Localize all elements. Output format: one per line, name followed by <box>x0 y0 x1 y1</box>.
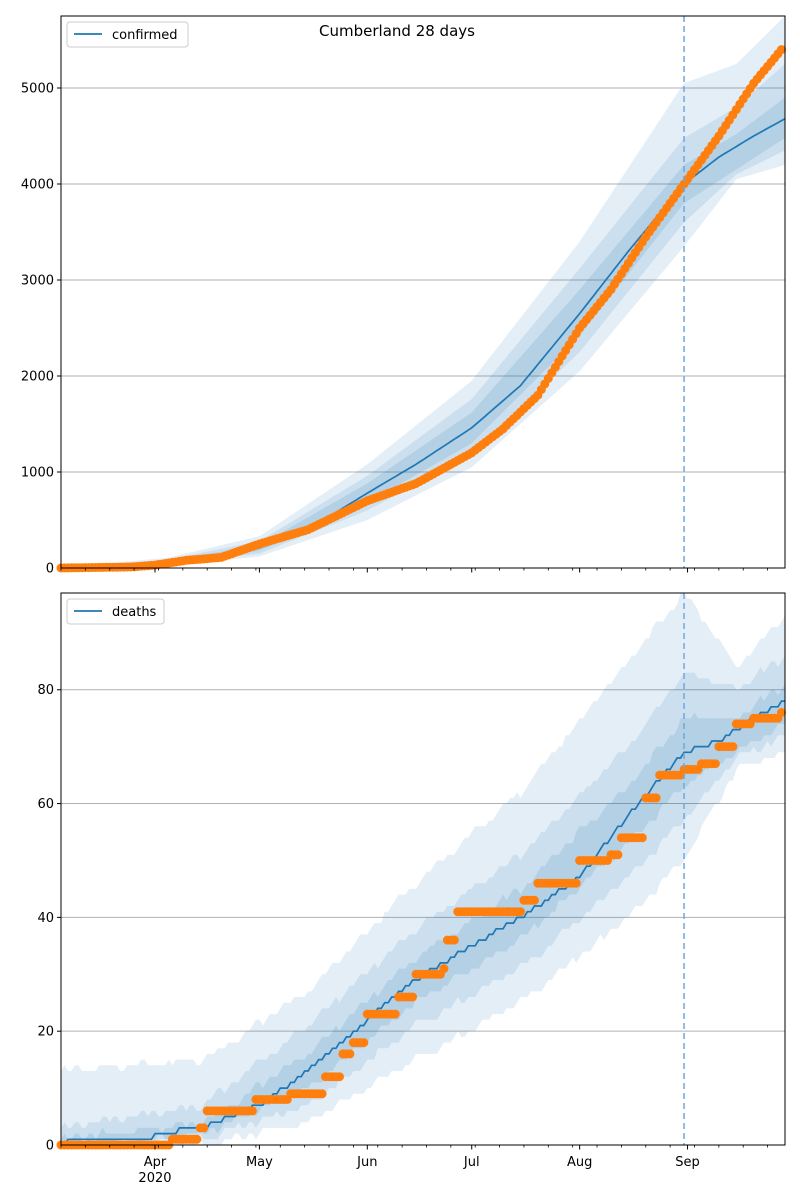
chart-title: Cumberland 28 days <box>319 22 475 40</box>
plot-frame <box>60 15 786 569</box>
observed-point <box>390 1009 400 1019</box>
observed-point <box>439 964 449 974</box>
x-tick-label: Sep <box>675 1155 700 1170</box>
observed-point <box>345 1049 355 1059</box>
confirmed-band-middle <box>61 64 785 568</box>
observed-point <box>335 1072 344 1082</box>
y-tick-label: 4000 <box>21 178 54 193</box>
y-tick-label: 40 <box>37 911 54 926</box>
observed-point <box>199 1123 209 1133</box>
observed-point <box>516 907 525 917</box>
x-tick-label: Jul <box>463 1155 480 1170</box>
deaths-band-outer <box>61 593 785 1145</box>
plot-frame <box>60 592 786 1146</box>
y-tick-label: 80 <box>37 683 54 698</box>
deaths-panel: 0 20 40 60 80 Apr May Jun Jul Aug Sep 2020 deaths <box>37 592 786 1186</box>
deaths-band-inner <box>61 684 785 1145</box>
observed-point <box>651 793 661 803</box>
confirmed-panel: 0 1000 2000 3000 4000 5000 confirmed <box>21 15 786 577</box>
x-tick-label: Apr <box>144 1155 167 1170</box>
observed-point <box>710 759 720 769</box>
x-tick-label: Aug <box>567 1155 592 1170</box>
observed-point <box>613 850 623 860</box>
observed-point <box>728 742 738 752</box>
y-tick-label: 3000 <box>21 274 54 289</box>
y-tick-label: 0 <box>46 1139 54 1154</box>
x-year-label: 2020 <box>138 1171 171 1186</box>
deaths-band-middle <box>61 655 785 1145</box>
x-tick-label: May <box>246 1155 273 1170</box>
observed-point <box>777 708 786 717</box>
y-tick-label: 0 <box>46 562 54 577</box>
y-tick-label: 1000 <box>21 466 54 481</box>
observed-point <box>637 833 647 843</box>
legend-label: confirmed <box>112 28 178 43</box>
x-tick-label: Jun <box>356 1155 377 1170</box>
observed-point <box>359 1038 369 1048</box>
observed-point <box>449 935 459 945</box>
observed-point <box>777 45 786 55</box>
legend-label: deaths <box>112 605 157 620</box>
observed-point <box>571 878 581 888</box>
confirmed-band-outer <box>61 16 785 568</box>
y-tick-label: 20 <box>37 1025 54 1040</box>
legend-box <box>66 21 189 48</box>
observed-point <box>408 992 418 1002</box>
legend-box <box>66 598 165 625</box>
observed-point <box>529 895 539 905</box>
y-tick-label: 5000 <box>21 82 54 97</box>
observed-point <box>317 1089 327 1099</box>
y-tick-label: 60 <box>37 797 54 812</box>
observed-point <box>247 1106 257 1116</box>
y-tick-label: 2000 <box>21 370 54 385</box>
observed-point <box>192 1134 202 1144</box>
